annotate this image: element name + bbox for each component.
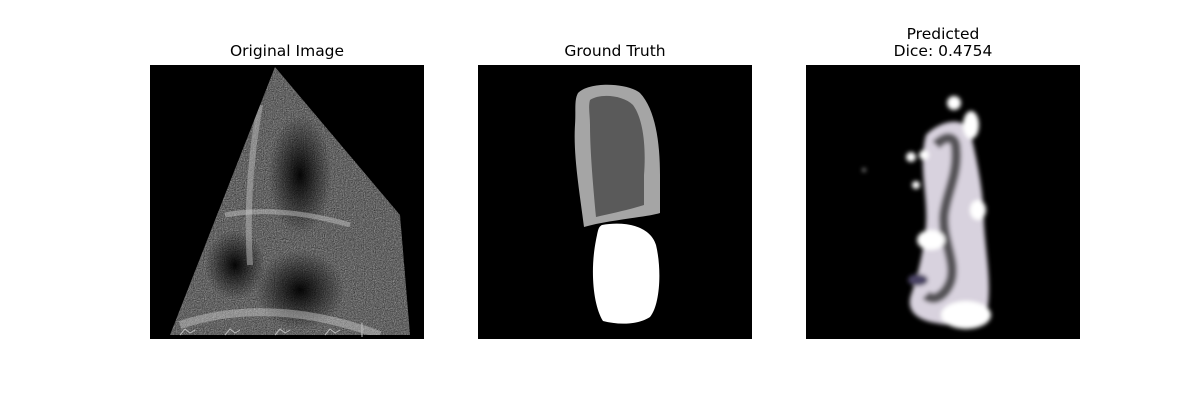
dice-score-label: Dice: 0.4754 xyxy=(893,42,993,60)
ground-truth-mask xyxy=(478,65,752,339)
panel-title-predicted: Predicted xyxy=(906,25,980,43)
panel-title-ground-truth: Ground Truth xyxy=(564,42,666,60)
original-echo-image xyxy=(150,65,424,339)
panel-title-original: Original Image xyxy=(229,42,345,60)
predicted-mask xyxy=(806,65,1080,339)
